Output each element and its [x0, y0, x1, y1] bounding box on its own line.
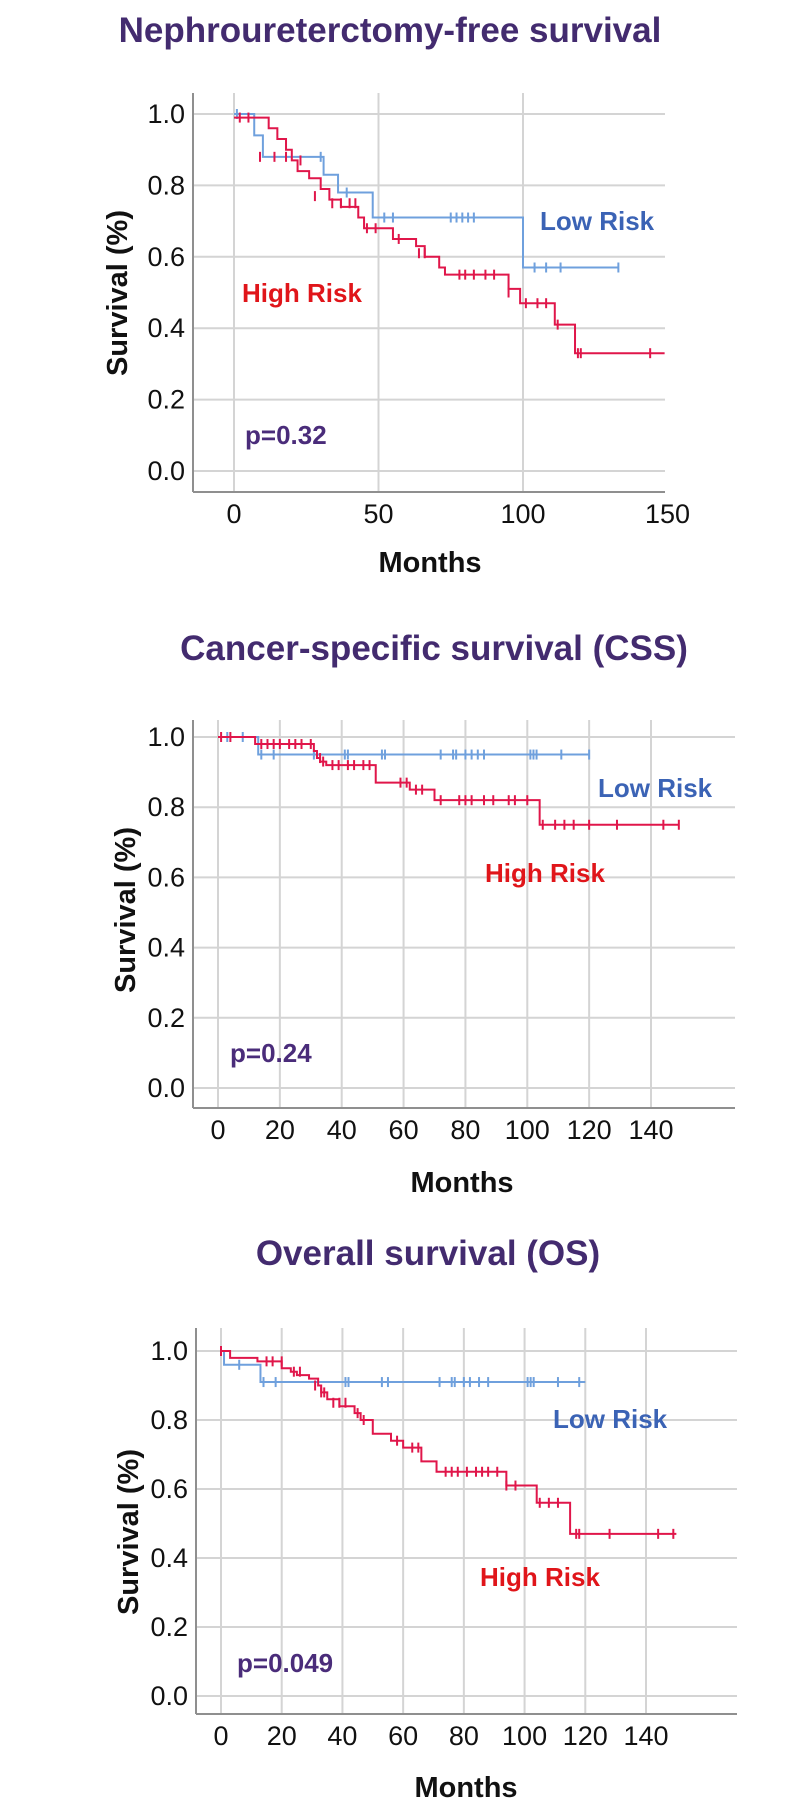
p-value-annotation: p=0.32	[245, 420, 327, 450]
survival-curve-high-risk	[234, 116, 665, 355]
y-tick-label: 0.4	[147, 933, 185, 963]
x-tick-label: 0	[213, 1721, 228, 1751]
y-axis-label: Survival (%)	[102, 210, 134, 376]
x-tick-label: 100	[502, 1721, 547, 1751]
legend-label-high-risk: High Risk	[485, 858, 605, 888]
y-tick-label: 0.4	[147, 313, 185, 343]
y-tick-label: 0.2	[150, 1612, 188, 1642]
y-tick-label: 0.0	[147, 1073, 185, 1103]
y-tick-label: 1.0	[150, 1336, 188, 1366]
chart-title: Cancer-specific survival (CSS)	[180, 629, 688, 668]
p-value-annotation: p=0.049	[237, 1648, 333, 1678]
x-tick-label: 20	[267, 1721, 297, 1751]
x-axis-label: Months	[410, 1167, 513, 1199]
x-tick-label: 80	[450, 1115, 480, 1145]
y-tick-label: 0.8	[147, 170, 185, 200]
y-tick-label: 0.6	[150, 1474, 188, 1504]
legend-label-low-risk: Low Risk	[540, 206, 655, 236]
legend-label-low-risk: Low Risk	[553, 1404, 668, 1434]
x-tick-label: 20	[265, 1115, 295, 1145]
survival-curve-low-risk	[234, 113, 619, 269]
y-tick-label: 0.8	[150, 1405, 188, 1435]
y-tick-label: 0.0	[150, 1681, 188, 1711]
survival-curve-high-risk	[221, 1350, 677, 1535]
x-tick-label: 100	[505, 1115, 550, 1145]
p-value-annotation: p=0.24	[230, 1038, 312, 1068]
y-tick-label: 0.8	[147, 792, 185, 822]
panel-nephroureterectomy-free-survival: Nephroureterctomy-free survival 0.00.20.…	[102, 11, 690, 579]
plot-area: 0.0 0.2 0.4 0.6 0.8 1.0 0 20 40 60 80 100 120 140	[150, 1328, 737, 1751]
x-tick-label: 150	[645, 499, 690, 529]
x-tick-label: 0	[210, 1115, 225, 1145]
survival-curve-high-risk	[218, 736, 679, 826]
legend-label-high-risk: High Risk	[480, 1562, 600, 1592]
x-tick-label: 120	[563, 1721, 608, 1751]
y-axis-label: Survival (%)	[110, 827, 142, 993]
panel-overall-survival: Overall survival (OS) 0.0 0.2 0.4 0.6 0.8 1.0…	[113, 1234, 737, 1804]
legend-label-high-risk: High Risk	[242, 278, 362, 308]
x-axis-label: Months	[378, 547, 481, 579]
x-tick-label: 0	[226, 499, 241, 529]
legend-label-low-risk: Low Risk	[598, 773, 713, 803]
x-tick-label: 40	[327, 1721, 357, 1751]
chart-title: Overall survival (OS)	[256, 1234, 600, 1273]
plot-area: 0.0 0.2 0.4 0.6 0.8 1.0 0 20 40 60 80 100 120 140	[147, 720, 735, 1145]
y-tick-label: 0.0	[147, 456, 185, 486]
x-tick-label: 140	[623, 1721, 668, 1751]
panel-cancer-specific-survival: Cancer-specific survival (CSS) 0.0 0.2 0.4…	[110, 629, 735, 1199]
y-tick-label: 0.2	[147, 1003, 185, 1033]
x-tick-label: 80	[449, 1721, 479, 1751]
x-tick-label: 100	[500, 499, 545, 529]
x-tick-label: 60	[388, 1721, 418, 1751]
y-tick-label: 1.0	[147, 99, 185, 129]
x-tick-label: 40	[327, 1115, 357, 1145]
plot-area: 0.0 0.2 0.4 0.6 0.8 1.0 0 50 100 150	[147, 93, 690, 529]
x-tick-label: 140	[628, 1115, 673, 1145]
x-tick-label: 120	[567, 1115, 612, 1145]
y-tick-label: 0.6	[147, 862, 185, 892]
chart-title: Nephroureterctomy-free survival	[119, 11, 662, 50]
y-axis-label: Survival (%)	[113, 1449, 145, 1615]
x-axis-label: Months	[414, 1772, 517, 1804]
y-tick-label: 0.4	[150, 1543, 188, 1573]
y-tick-label: 0.2	[147, 385, 185, 415]
x-tick-label: 50	[363, 499, 393, 529]
y-tick-label: 1.0	[147, 722, 185, 752]
y-tick-label: 0.6	[147, 242, 185, 272]
x-tick-label: 60	[389, 1115, 419, 1145]
